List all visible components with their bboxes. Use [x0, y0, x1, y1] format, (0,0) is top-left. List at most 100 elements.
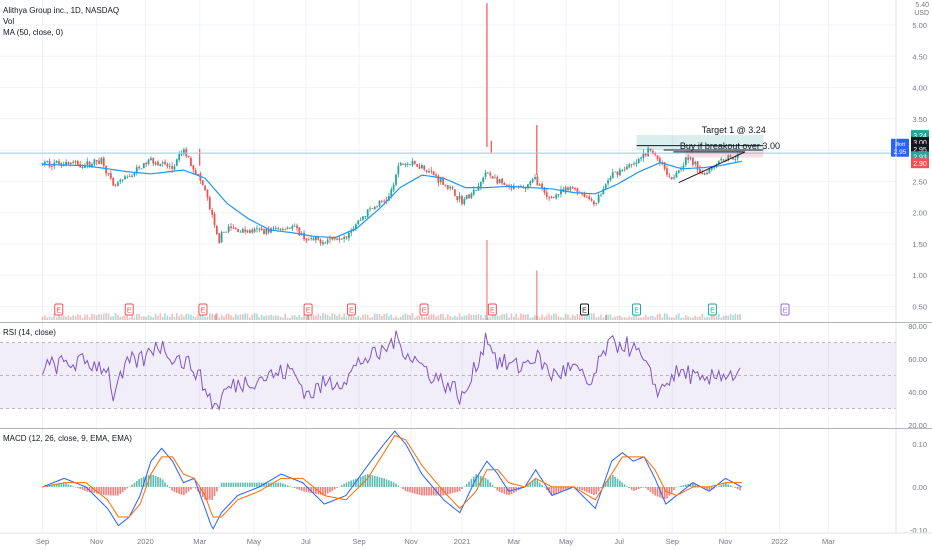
candle[interactable] [668, 175, 671, 177]
candle[interactable] [359, 219, 362, 221]
candle[interactable] [418, 166, 421, 169]
candle[interactable] [689, 157, 692, 159]
candle[interactable] [131, 175, 133, 177]
candle[interactable] [510, 186, 513, 189]
candle[interactable] [277, 228, 280, 230]
candle[interactable] [369, 208, 371, 210]
candle[interactable] [482, 177, 485, 183]
candle[interactable] [611, 172, 614, 179]
candle[interactable] [347, 233, 350, 239]
candle[interactable] [435, 174, 437, 176]
candle[interactable] [677, 170, 680, 173]
candle[interactable] [607, 180, 609, 184]
candle[interactable] [437, 175, 440, 183]
candle[interactable] [241, 229, 244, 233]
candle[interactable] [717, 160, 720, 165]
candle[interactable] [604, 184, 607, 189]
candle[interactable] [362, 216, 364, 220]
candle[interactable] [406, 164, 409, 165]
candle[interactable] [442, 177, 445, 185]
candle[interactable] [585, 196, 588, 198]
candle[interactable] [258, 228, 261, 230]
candle[interactable] [463, 198, 466, 205]
candle[interactable] [489, 173, 492, 176]
candle[interactable] [475, 189, 477, 191]
candle[interactable] [453, 189, 456, 196]
candle[interactable] [234, 227, 237, 229]
candle[interactable] [180, 153, 183, 155]
candle[interactable] [411, 161, 414, 166]
candle[interactable] [194, 170, 197, 175]
candle[interactable] [100, 158, 103, 164]
candle[interactable] [58, 161, 60, 164]
candle[interactable] [319, 239, 322, 244]
price-badge[interactable] [911, 130, 929, 141]
signal-line[interactable] [42, 434, 742, 518]
candle[interactable] [567, 187, 569, 190]
candle[interactable] [644, 153, 647, 156]
candle[interactable] [248, 230, 251, 233]
price-badge[interactable] [911, 158, 929, 169]
candle[interactable] [159, 163, 162, 167]
candle[interactable] [317, 236, 320, 240]
candle[interactable] [371, 208, 374, 209]
candle[interactable] [486, 172, 489, 174]
candle[interactable] [449, 186, 452, 189]
candle[interactable] [109, 173, 112, 179]
candle[interactable] [307, 239, 310, 241]
candle[interactable] [684, 157, 687, 165]
candle[interactable] [279, 228, 282, 231]
candle[interactable] [708, 169, 711, 174]
candle[interactable] [105, 165, 108, 174]
candle[interactable] [265, 229, 268, 234]
volume-spike[interactable] [536, 270, 538, 320]
candle[interactable] [168, 165, 171, 167]
candle[interactable] [107, 172, 110, 175]
rsi-legend[interactable]: RSI (14, close) [3, 328, 56, 337]
candle[interactable] [272, 228, 275, 230]
candle[interactable] [237, 228, 239, 232]
candle[interactable] [298, 227, 301, 236]
candle[interactable] [253, 229, 256, 232]
candle[interactable] [456, 196, 459, 201]
candle[interactable] [543, 187, 546, 193]
candle[interactable] [416, 163, 419, 167]
ma50-line[interactable] [42, 160, 742, 239]
candle[interactable] [472, 189, 475, 195]
candle[interactable] [305, 238, 308, 241]
candle[interactable] [126, 176, 129, 178]
candle[interactable] [550, 197, 553, 198]
candle[interactable] [48, 160, 51, 167]
candle[interactable] [494, 177, 496, 179]
candle[interactable] [399, 163, 402, 166]
candle[interactable] [477, 186, 480, 191]
candle[interactable] [687, 157, 690, 160]
candle[interactable] [114, 184, 117, 186]
rsi-line[interactable] [42, 330, 741, 412]
candle[interactable] [666, 168, 668, 175]
candle[interactable] [314, 236, 317, 241]
candle[interactable] [281, 228, 284, 230]
pane-divider-price-rsi[interactable] [0, 322, 932, 323]
candle[interactable] [84, 165, 86, 168]
stop-zone[interactable] [685, 150, 764, 158]
candle[interactable] [413, 161, 416, 164]
candle[interactable] [150, 158, 152, 161]
candle[interactable] [199, 173, 202, 181]
candle[interactable] [138, 166, 141, 169]
earnings-marker[interactable] [487, 303, 497, 316]
volume-spike[interactable] [486, 240, 488, 320]
ma-legend[interactable]: MA (50, close, 0) [3, 28, 64, 37]
candle[interactable] [373, 206, 376, 210]
earnings-marker[interactable] [124, 303, 134, 316]
candle[interactable] [696, 161, 699, 170]
candle[interactable] [220, 231, 223, 243]
earnings-marker[interactable] [346, 303, 356, 316]
candle[interactable] [734, 158, 737, 160]
candle[interactable] [651, 151, 654, 154]
candle[interactable] [576, 188, 579, 193]
candle[interactable] [479, 181, 482, 187]
earnings-marker[interactable] [419, 303, 429, 316]
macd-pane[interactable] [41, 430, 742, 530]
volume-legend[interactable]: Vol [3, 17, 15, 26]
